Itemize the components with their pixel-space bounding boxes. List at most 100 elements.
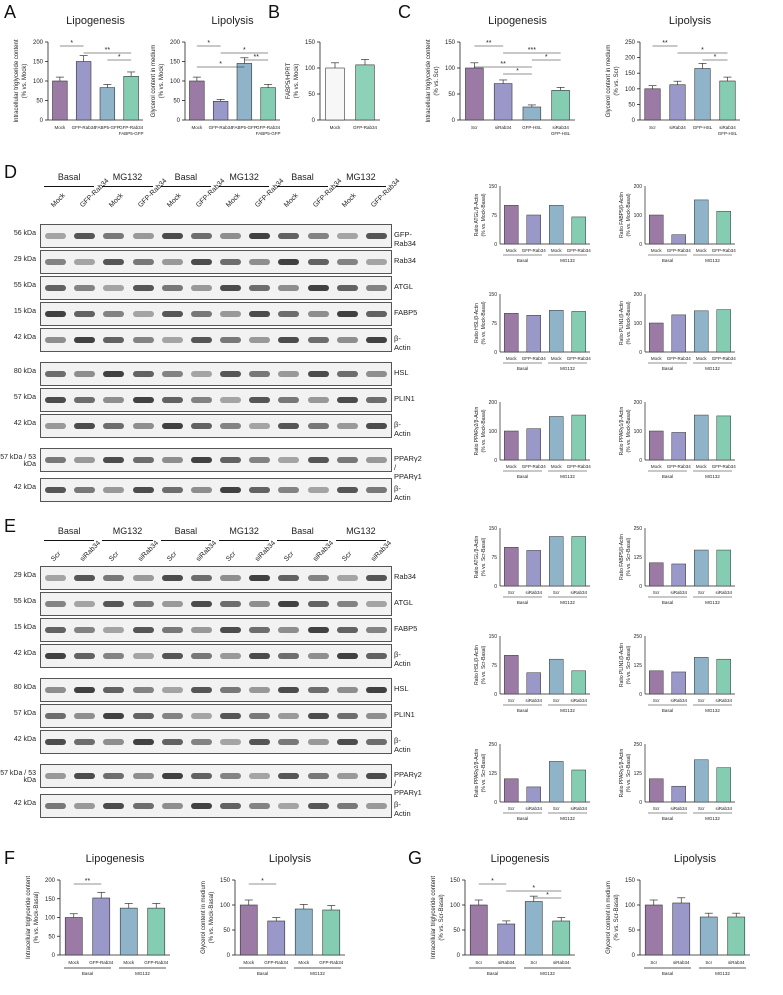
blot-band [132, 601, 154, 607]
y-tick-label: 150 [450, 878, 461, 884]
lane-label: GFP-Rab34 [78, 177, 111, 209]
bar [526, 672, 541, 695]
chart-G-lipolysis: Lipolysis 0 50 100 150 Glycerol content in me… [606, 853, 750, 976]
y-tick-label: 75 [491, 663, 497, 669]
group-label: Basal [517, 708, 528, 713]
y-tick-label: 200 [33, 40, 44, 46]
group-label: MG132 [560, 708, 575, 713]
blot-band [365, 311, 387, 317]
x-tick-label: Mock [54, 125, 66, 130]
quant-chart: Ratio FABP5/β-Actin (% vs. Mock-Basal) 0 10… [619, 184, 737, 263]
bar [551, 90, 570, 121]
chart-G-lipogenesis: Lipogenesis 0 50 100 150 Intracellular trigly… [431, 853, 575, 976]
blot-band [103, 575, 125, 581]
group-label: MG132 [310, 971, 325, 976]
x-tick-label: GFP-Rab34 [712, 248, 737, 253]
y-tick-label: 50 [48, 934, 55, 940]
lane-label: siRab34 [195, 539, 219, 563]
sig-star: ** [500, 61, 506, 68]
kda-label: 42 kDa [13, 800, 36, 807]
y-axis-label: Ratio PPARγ1/β-Actin [619, 406, 625, 455]
bar [716, 415, 731, 461]
blot-band [365, 773, 387, 779]
panel-label-B: B [268, 2, 281, 22]
condition-label: Basal [174, 526, 198, 536]
chart-A-lipogenesis: Lipogenesis 0 50 100 150 200 Intracellular tri… [14, 15, 144, 136]
blot-band [278, 285, 300, 291]
group-label: MG132 [705, 708, 720, 713]
blot-band [132, 575, 154, 581]
blot-band [220, 457, 242, 463]
condition-label: MG132 [346, 172, 376, 182]
x-tick-label: Mock [506, 248, 518, 253]
y-tick-label: 100 [45, 916, 56, 922]
blot-band [190, 803, 212, 809]
y-tick-label: 200 [634, 184, 643, 190]
y-tick-label: 0 [494, 584, 497, 590]
bar [267, 920, 286, 956]
blot-band [249, 233, 271, 239]
blot-band [74, 311, 96, 317]
y-axis-label: (% vs. Scr-Basal) [626, 537, 632, 576]
blot-row [40, 618, 392, 642]
y-tick-label: 150 [445, 40, 456, 46]
x-tick-label: Scr [698, 806, 705, 811]
blot-band [74, 457, 96, 463]
y-tick-label: 0 [494, 692, 497, 698]
blot-band [307, 773, 329, 779]
y-axis-label: Glycerol content in medium [151, 45, 157, 118]
y-axis-label: (% vs. Mock-Basal) [626, 301, 632, 344]
blot-band [336, 713, 358, 719]
blot-band [365, 285, 387, 291]
condition-line [160, 540, 211, 541]
x-tick-label: Scr [553, 590, 560, 595]
blot-band [220, 311, 242, 317]
chart-title: Lipolysis [211, 15, 254, 27]
group-label: MG132 [715, 971, 730, 976]
blot-band [190, 397, 212, 403]
y-axis-label: (% vs. Scr-Basal) [481, 753, 487, 792]
blot-band [336, 653, 358, 659]
blot-row [40, 276, 392, 300]
group-label: MG132 [705, 366, 720, 371]
protein-label: Rab34 [394, 256, 417, 265]
y-axis-label: Ratio PPARγ2/β-Actin [474, 406, 480, 455]
y-tick-label: 250 [634, 634, 643, 640]
lane-label: GFP-Rab34 [312, 177, 344, 209]
x-tick-label: siRab34 [553, 960, 570, 965]
x-tick-label: FABP5-GFP [119, 131, 144, 136]
y-axis-label: Ratio HSL/β-Actin [474, 645, 480, 685]
bar [671, 314, 686, 353]
lane-label: Scr [107, 550, 121, 563]
y-tick-label: 150 [489, 292, 498, 298]
bar [325, 67, 345, 121]
blot-band [161, 739, 183, 745]
blot-band [132, 233, 154, 239]
bar [671, 234, 686, 245]
protein-label: β-Actin [394, 420, 411, 438]
y-axis-label: (% vs. Scr-Basal) [626, 645, 632, 684]
lane-label: GFP-Rab34 [253, 177, 286, 209]
x-tick-label: siRab34 [715, 806, 732, 811]
blot-band [74, 627, 96, 633]
blot-band [278, 371, 300, 377]
bar [504, 313, 519, 353]
x-tick-label: Scr [653, 698, 660, 703]
blot-band [74, 371, 96, 377]
lane-label: Scr [166, 550, 179, 563]
y-axis-label: (% vs. Mock) [294, 64, 300, 99]
blot-band [190, 687, 212, 693]
blot-band [45, 259, 67, 265]
blot-band [161, 423, 183, 429]
group-label: MG132 [560, 474, 575, 479]
y-tick-label: 125 [634, 555, 643, 561]
x-tick-label: Mock [551, 464, 563, 469]
quant-chart: Ratio PLIN1/β-Actin (% vs. Scr-Basal) 0 125… [619, 634, 735, 713]
protein-label: HSL [394, 684, 409, 693]
y-tick-label: 100 [634, 429, 643, 435]
group-label: Basal [662, 366, 673, 371]
blot-band [45, 773, 67, 779]
blot-band [45, 653, 67, 659]
x-tick-label: siRab34 [670, 698, 687, 703]
bar [694, 310, 709, 353]
